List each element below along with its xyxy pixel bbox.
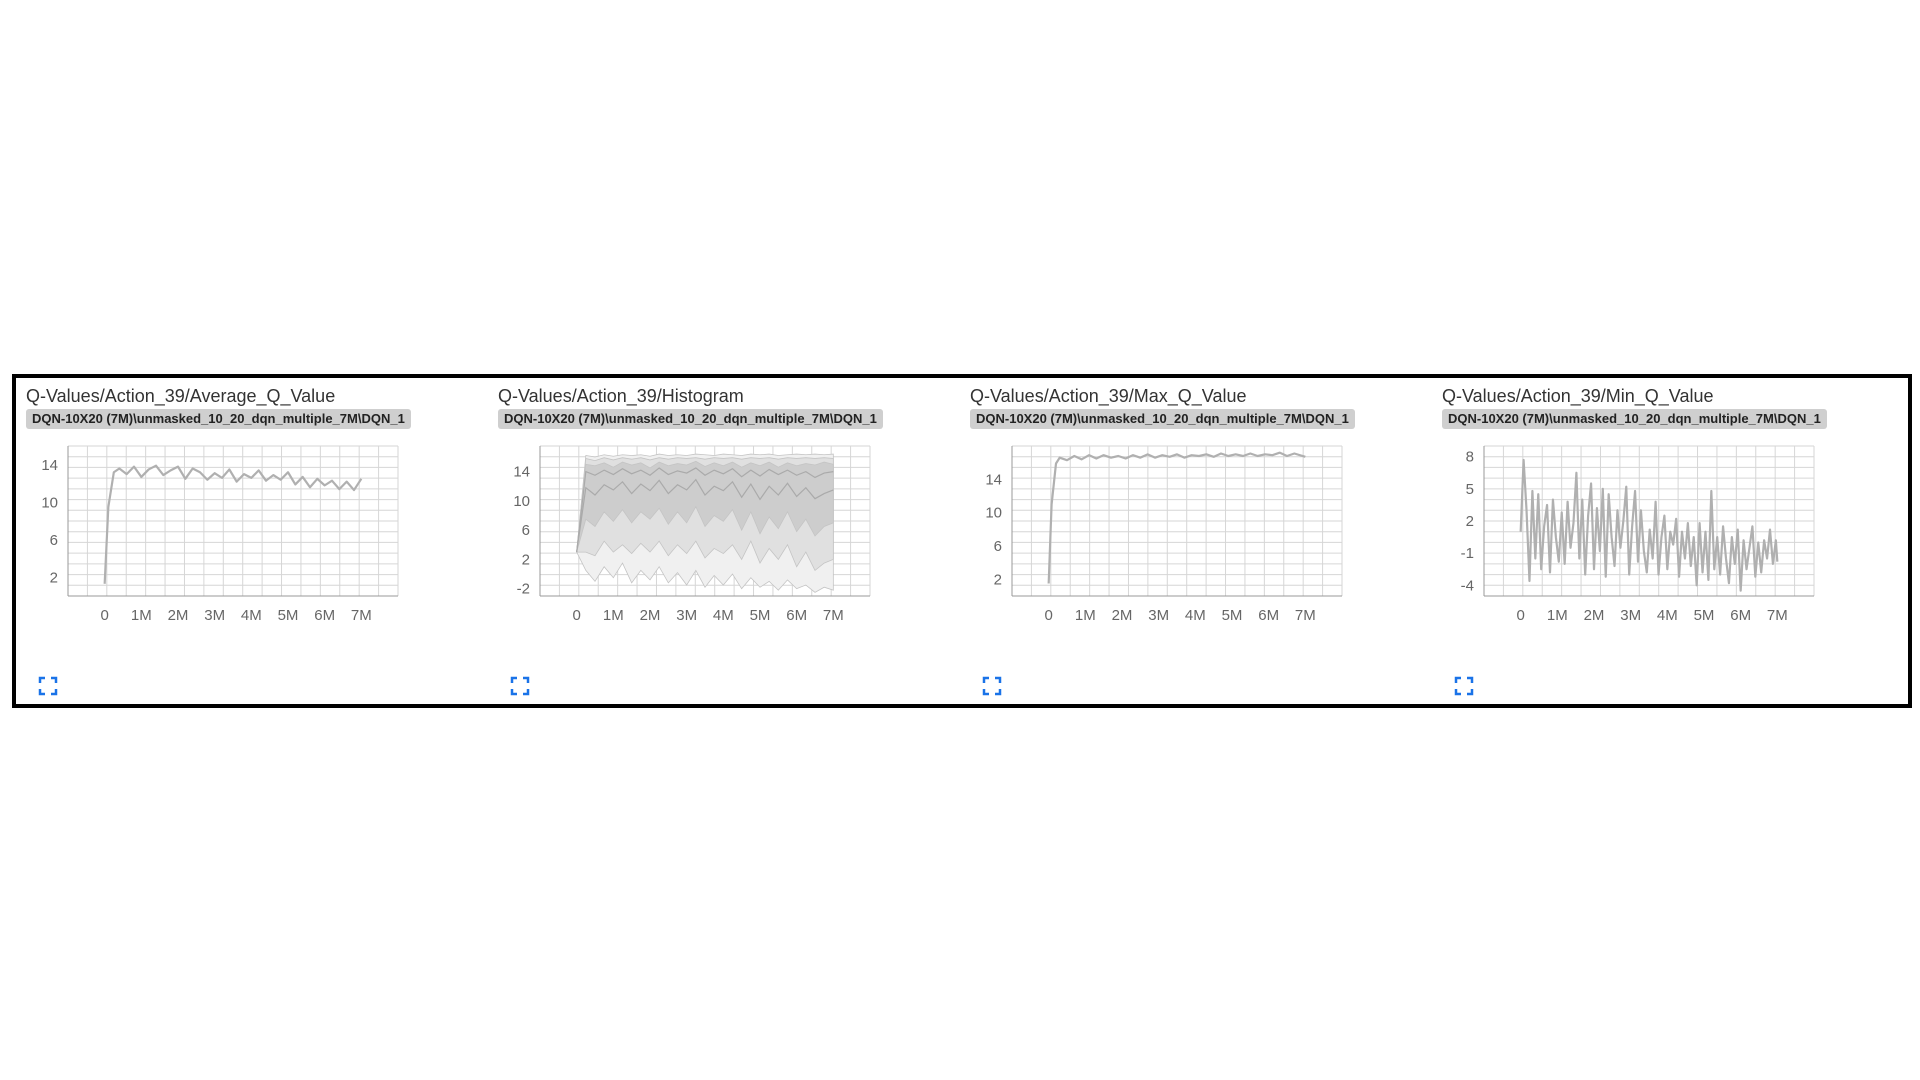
run-badge: DQN-10X20 (7M)\unmasked_10_20_dqn_multip… <box>970 409 1355 429</box>
grid <box>1011 445 1343 597</box>
x-tick-label: 3M <box>676 607 697 624</box>
fullscreen-expand-icon[interactable] <box>510 676 530 696</box>
histogram-chart: 0 1M 2M 3M 4M 5M 6M 7M -2 2 6 10 14 <box>513 445 871 624</box>
chart-card-histogram: Q-Values/Action_39/Histogram DQN-10X20 (… <box>488 378 960 704</box>
x-tick-label: 7M <box>1767 607 1788 624</box>
x-tick-label: 6M <box>1258 607 1279 624</box>
x-tick-label: 2M <box>168 607 189 624</box>
chart-card-average-q: Q-Values/Action_39/Average_Q_Value DQN-1… <box>16 378 488 704</box>
run-badge: DQN-10X20 (7M)\unmasked_10_20_dqn_multip… <box>498 409 883 429</box>
y-tick-label: 8 <box>1466 449 1474 466</box>
y-tick-label: 14 <box>985 471 1002 488</box>
x-tick-label: 0 <box>572 607 580 624</box>
y-tick-label: 10 <box>513 493 530 510</box>
y-tick-label: -1 <box>1461 545 1474 562</box>
x-tick-label: 5M <box>1694 607 1715 624</box>
y-tick-label: 6 <box>50 532 58 549</box>
x-tick-label: 7M <box>351 607 372 624</box>
max-q-chart: 0 1M 2M 3M 4M 5M 6M 7M 2 6 10 14 <box>985 445 1343 624</box>
x-tick-label: 0 <box>100 607 108 624</box>
grid <box>67 445 399 597</box>
y-tick-label: 6 <box>994 538 1002 555</box>
x-tick-label: 5M <box>278 607 299 624</box>
x-tick-label: 4M <box>241 607 262 624</box>
histogram-line-p75 <box>576 467 834 553</box>
card-title: Q-Values/Action_39/Histogram <box>498 386 744 406</box>
x-tick-label: 0 <box>1044 607 1052 624</box>
x-tick-label: 3M <box>1620 607 1641 624</box>
card-title: Q-Values/Action_39/Average_Q_Value <box>26 386 336 406</box>
y-tick-label: 14 <box>513 464 530 481</box>
y-tick-label: 10 <box>41 494 58 511</box>
y-tick-label: 5 <box>1466 481 1474 498</box>
x-tick-label: 3M <box>204 607 225 624</box>
fullscreen-expand-icon[interactable] <box>38 676 58 696</box>
card-title: Q-Values/Action_39/Min_Q_Value <box>1442 386 1714 406</box>
x-tick-label: 6M <box>1730 607 1751 624</box>
y-tick-label: 2 <box>522 551 530 568</box>
x-tick-label: 5M <box>750 607 771 624</box>
run-badge: DQN-10X20 (7M)\unmasked_10_20_dqn_multip… <box>1442 409 1827 429</box>
min-q-chart: 0 1M 2M 3M 4M 5M 6M 7M -4 -1 2 5 8 <box>1461 445 1815 624</box>
y-tick-label: -4 <box>1461 577 1474 594</box>
series-line-0 <box>1047 451 1306 584</box>
y-tick-label: 14 <box>41 457 58 474</box>
y-tick-label: 2 <box>1466 513 1474 530</box>
dashboard-frame: Q-Values/Action_39/Average_Q_Value DQN-1… <box>12 374 1912 708</box>
x-tick-label: 1M <box>1547 607 1568 624</box>
x-tick-label: 6M <box>786 607 807 624</box>
card-title: Q-Values/Action_39/Max_Q_Value <box>970 386 1247 406</box>
x-tick-label: 7M <box>1295 607 1316 624</box>
series-line-0 <box>103 464 363 584</box>
y-tick-label: 2 <box>994 571 1002 588</box>
x-tick-label: 1M <box>1075 607 1096 624</box>
x-tick-label: 2M <box>1584 607 1605 624</box>
x-tick-label: 1M <box>603 607 624 624</box>
chart-card-min-q: Q-Values/Action_39/Min_Q_Value DQN-10X20… <box>1432 378 1904 704</box>
x-tick-label: 5M <box>1222 607 1243 624</box>
y-tick-label: 6 <box>522 522 530 539</box>
histogram-line-p50 <box>576 478 834 553</box>
x-tick-label: 4M <box>1185 607 1206 624</box>
x-tick-label: 7M <box>823 607 844 624</box>
y-tick-label: 10 <box>985 505 1002 522</box>
x-tick-label: 0 <box>1516 607 1524 624</box>
x-tick-label: 2M <box>1112 607 1133 624</box>
y-tick-label: 2 <box>50 569 58 586</box>
x-tick-label: 6M <box>314 607 335 624</box>
series-line-0 <box>1519 458 1779 592</box>
run-badge: DQN-10X20 (7M)\unmasked_10_20_dqn_multip… <box>26 409 411 429</box>
x-tick-label: 3M <box>1148 607 1169 624</box>
average-q-chart: 0 1M 2M 3M 4M 5M 6M 7M 2 6 10 14 <box>41 445 399 624</box>
fullscreen-expand-icon[interactable] <box>982 676 1002 696</box>
x-tick-label: 1M <box>131 607 152 624</box>
x-tick-label: 4M <box>1657 607 1678 624</box>
y-tick-label: -2 <box>517 581 530 598</box>
chart-card-max-q: Q-Values/Action_39/Max_Q_Value DQN-10X20… <box>960 378 1432 704</box>
x-tick-label: 4M <box>713 607 734 624</box>
fullscreen-expand-icon[interactable] <box>1454 676 1474 696</box>
x-tick-label: 2M <box>640 607 661 624</box>
